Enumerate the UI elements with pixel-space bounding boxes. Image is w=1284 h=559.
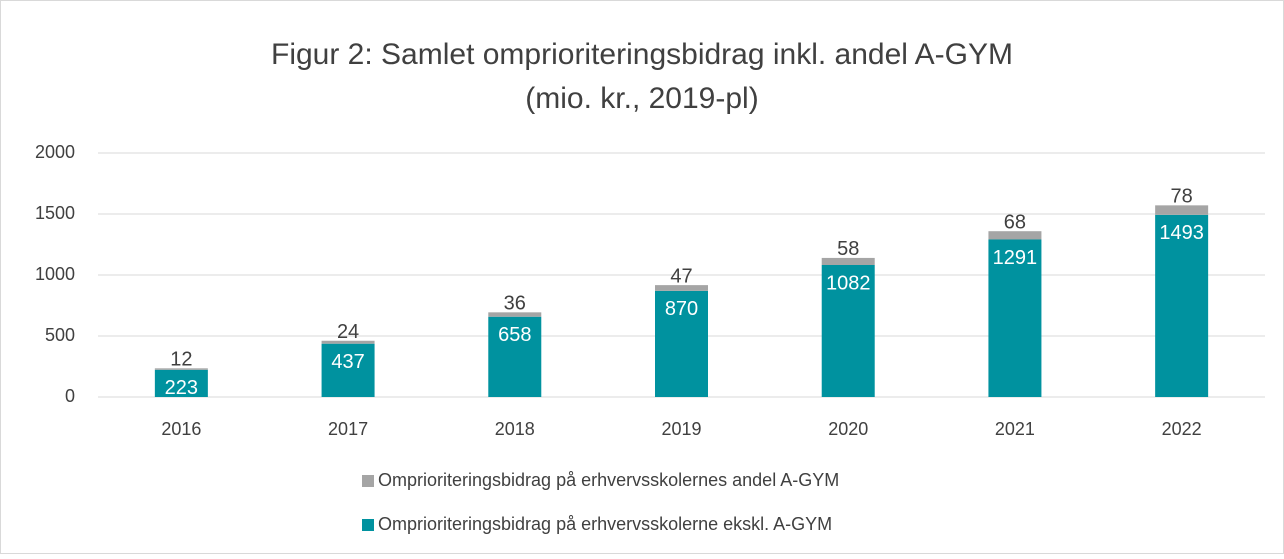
- bar-segment: [988, 239, 1042, 397]
- y-tick-label: 0: [65, 386, 75, 406]
- y-tick-label: 2000: [35, 142, 75, 162]
- legend-label: Omprioriteringsbidrag på erhvervsskolern…: [378, 470, 839, 490]
- data-label: 870: [665, 298, 698, 320]
- data-label: 1291: [993, 247, 1038, 269]
- y-tick-label: 1000: [35, 264, 75, 284]
- data-label: 658: [498, 324, 531, 346]
- data-label: 24: [337, 321, 359, 343]
- x-tick-label: 2022: [1162, 419, 1202, 439]
- data-label: 78: [1171, 186, 1193, 208]
- data-label: 58: [837, 238, 859, 260]
- data-label: 68: [1004, 211, 1026, 233]
- x-tick-label: 2018: [495, 419, 535, 439]
- bar-segment: [1155, 214, 1209, 397]
- bar-segment: [321, 340, 375, 344]
- y-tick-label: 1500: [35, 203, 75, 223]
- data-label: 12: [170, 349, 192, 371]
- y-tick-label: 500: [45, 325, 75, 345]
- legend-swatch: [362, 519, 374, 531]
- chart-subtitle: (mio. kr., 2019-pl): [525, 82, 758, 115]
- bar-segment: [821, 257, 875, 265]
- bar-segment: [488, 316, 542, 397]
- x-tick-label: 2016: [161, 419, 201, 439]
- bar-segment: [321, 343, 375, 397]
- legend-swatch: [362, 475, 374, 487]
- bar-segment: [488, 312, 542, 317]
- data-label: 223: [165, 377, 198, 399]
- bar-segment: [821, 264, 875, 397]
- bar-segment: [655, 290, 708, 397]
- bar-segment: [154, 368, 208, 370]
- x-tick-label: 2017: [328, 419, 368, 439]
- bar-segment: [154, 369, 208, 397]
- data-label: 437: [331, 351, 364, 373]
- x-tick-label: 2019: [661, 419, 701, 439]
- data-label: 47: [670, 265, 692, 287]
- x-tick-label: 2021: [995, 419, 1035, 439]
- bar-segment: [988, 231, 1042, 240]
- bar-segment: [655, 285, 708, 291]
- bar-segment: [1155, 205, 1209, 215]
- data-label: 36: [504, 293, 526, 315]
- legend-label: Omprioriteringsbidrag på erhvervsskolern…: [378, 514, 832, 534]
- chart-title: Figur 2: Samlet omprioriteringsbidrag in…: [271, 38, 1013, 71]
- data-label: 1082: [826, 272, 871, 294]
- x-tick-label: 2020: [828, 419, 868, 439]
- data-label: 1493: [1159, 222, 1204, 244]
